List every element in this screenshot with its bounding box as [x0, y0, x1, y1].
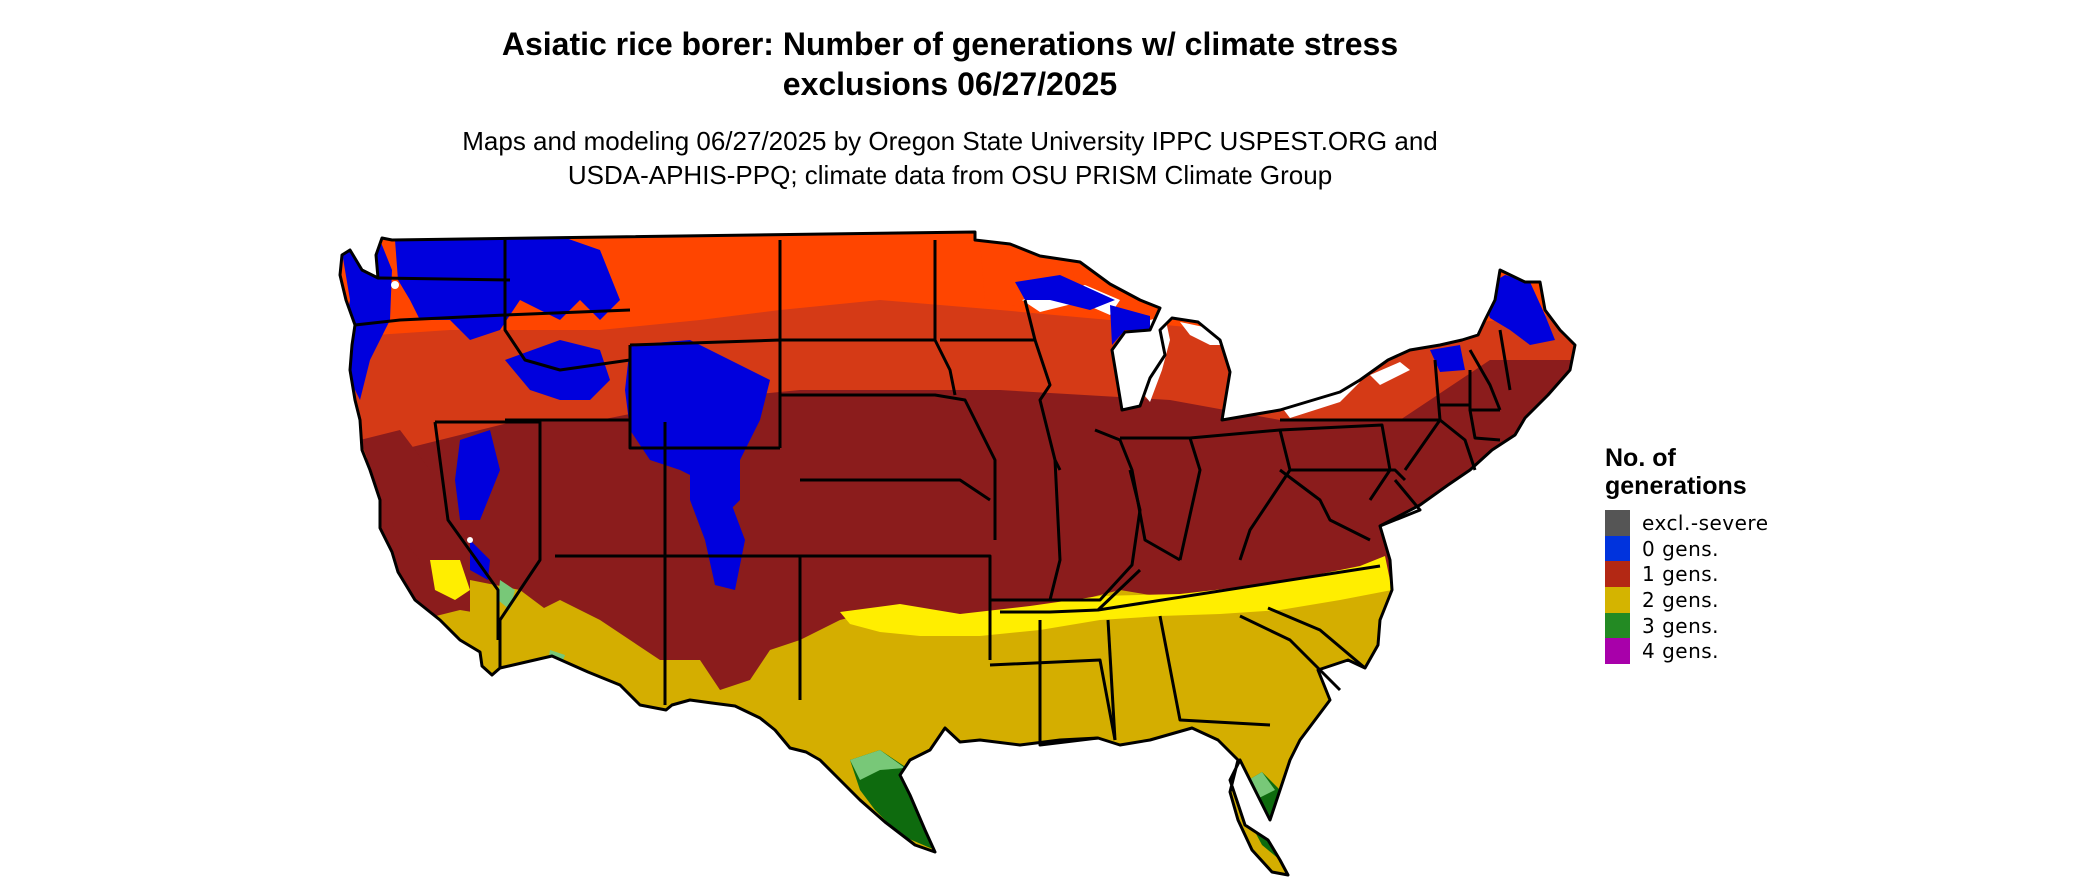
generation-fill [340, 232, 1575, 875]
legend-swatch [1605, 561, 1630, 588]
legend-item: excl.-severe [1605, 510, 1805, 536]
legend-item: 3 gens. [1605, 612, 1805, 639]
legend-title-line1: No. of [1605, 444, 1676, 472]
map-title-line1: Asiatic rice borer: Number of generation… [501, 26, 1399, 62]
legend-swatch [1605, 638, 1630, 665]
map-title: Asiatic rice borer: Number of generation… [0, 24, 1900, 104]
legend-label: excl.-severe [1642, 510, 1769, 535]
legend-swatch [1605, 587, 1630, 613]
legend-label: 4 gens. [1642, 639, 1720, 664]
legend-swatch [1605, 535, 1630, 562]
legend-item: 0 gens. [1605, 535, 1805, 562]
legend-label: 2 gens. [1642, 587, 1720, 612]
legend-label: 1 gens. [1642, 562, 1720, 587]
state-borders [338, 230, 1577, 877]
legend-item: 4 gens. [1605, 638, 1805, 665]
legend-title-line2: generations [1605, 472, 1747, 500]
map-title-line2: exclusions 06/27/2025 [782, 66, 1118, 102]
legend-swatch [1605, 510, 1630, 536]
map-subtitle-line2: USDA-APHIS-PPQ; climate data from OSU PR… [567, 160, 1333, 190]
legend-label: 3 gens. [1642, 613, 1720, 638]
legend-label: 0 gens. [1642, 536, 1720, 561]
map-subtitle: Maps and modeling 06/27/2025 by Oregon S… [0, 124, 1900, 192]
legend-item: 2 gens. [1605, 587, 1805, 613]
legend-swatch [1605, 612, 1630, 639]
map-subtitle-line1: Maps and modeling 06/27/2025 by Oregon S… [462, 126, 1438, 156]
legend-title: No. of generations [1605, 444, 1805, 500]
map-legend: No. of generations excl.-severe 0 gens. 1 … [1605, 444, 1805, 665]
water-bodies [391, 281, 473, 543]
legend-item: 1 gens. [1605, 561, 1805, 588]
legend-items: excl.-severe 0 gens. 1 gens. 2 gens. 3 gens.… [1605, 510, 1805, 665]
